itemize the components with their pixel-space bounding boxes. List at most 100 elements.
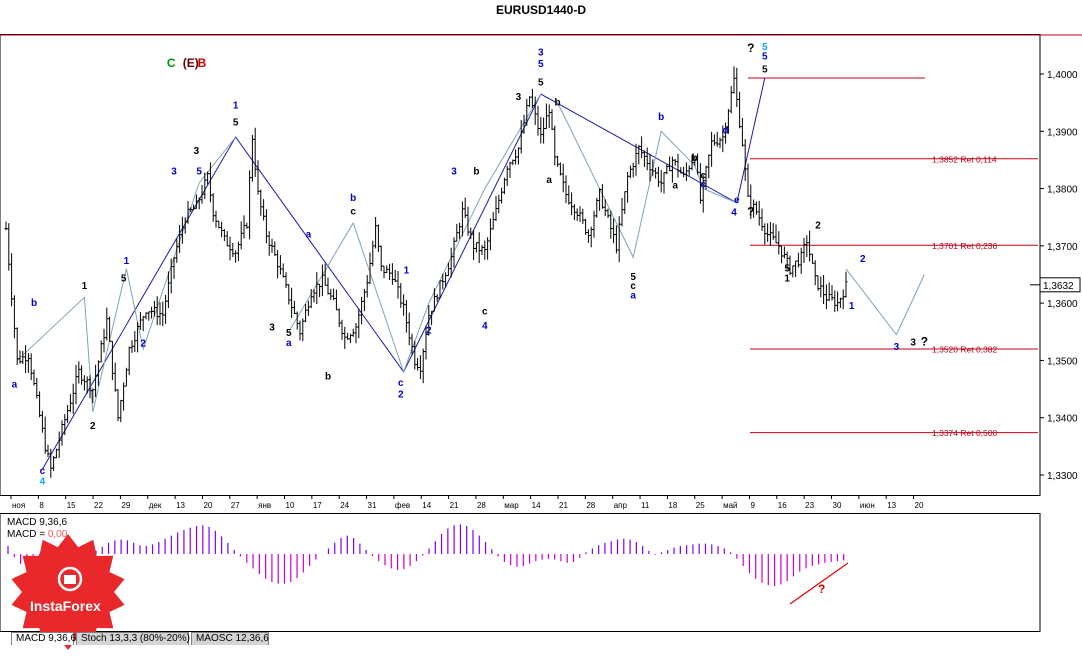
- ohlc-bar: [147, 311, 151, 321]
- ohlc-bar: [589, 226, 593, 248]
- ohlc-bar: [836, 291, 840, 312]
- ohlc-bar: [234, 250, 238, 263]
- ohlc-bar: [281, 263, 285, 278]
- time-tick-label: 17: [313, 501, 322, 510]
- logo-text: InstaForex: [30, 598, 101, 614]
- ohlc-bar: [788, 255, 792, 276]
- wave-label: (E): [183, 56, 199, 70]
- price-tick-label: 1,4000: [1047, 70, 1078, 81]
- time-tick-label: 8: [39, 501, 44, 510]
- ohlc-bar: [108, 316, 112, 342]
- ohlc-bar: [645, 147, 649, 171]
- ohlc-bar: [259, 189, 263, 216]
- ohlc-bar: [754, 201, 758, 215]
- time-tick-label: 21: [559, 501, 568, 510]
- fib-level-label: 1,3852 Ret 0,114: [932, 154, 997, 164]
- ohlc-bar: [264, 209, 268, 244]
- ohlc-bar: [435, 294, 439, 302]
- wave-label: 3: [171, 166, 177, 177]
- ohlc-bar: [250, 134, 254, 182]
- ohlc-bar: [186, 200, 190, 224]
- ohlc-bar: [679, 167, 683, 174]
- ohlc-bar: [844, 271, 848, 298]
- tab-stoch[interactable]: Stoch 13,3,3 (80%-20%): [76, 632, 190, 645]
- ohlc-bar: [194, 194, 198, 209]
- wave-label: c: [350, 206, 356, 217]
- ohlc-bar: [110, 340, 114, 381]
- ohlc-bar: [530, 88, 534, 108]
- ohlc-bar: [581, 208, 585, 224]
- time-tick-label: 18: [668, 501, 677, 510]
- time-tick-label: 15: [67, 501, 76, 510]
- ohlc-bar: [718, 137, 722, 149]
- wave-label: 5: [286, 328, 292, 339]
- wave-label: 5: [538, 77, 544, 88]
- ohlc-bar: [332, 288, 336, 301]
- ohlc-bar: [197, 197, 201, 210]
- wave-label: c: [40, 466, 46, 477]
- ohlc-bar: [334, 289, 338, 311]
- wave-label: b: [31, 298, 37, 309]
- ohlc-bar: [217, 220, 221, 229]
- time-tick-label: янв: [258, 501, 271, 510]
- wave-label: 3: [516, 92, 522, 103]
- wave-label: 5: [196, 166, 202, 177]
- ohlc-bar: [63, 414, 67, 436]
- ohlc-bar: [502, 177, 506, 195]
- ohlc-bar: [693, 156, 697, 166]
- ohlc-bar: [164, 294, 168, 324]
- ohlc-bar: [763, 223, 767, 245]
- ohlc-bar: [304, 303, 308, 323]
- ohlc-bar: [362, 288, 366, 312]
- ohlc-bar: [556, 155, 560, 167]
- ohlc-bar: [99, 340, 103, 363]
- time-tick-label: 20: [915, 501, 924, 510]
- ohlc-bar: [183, 217, 187, 234]
- price-tick-label: 1,3500: [1047, 356, 1078, 367]
- tab-macd[interactable]: MACD 9,36,6: [11, 632, 76, 645]
- ohlc-bar: [477, 232, 481, 264]
- ohlc-bar: [74, 364, 78, 405]
- ohlc-bar: [494, 196, 498, 222]
- ohlc-bar: [841, 289, 845, 310]
- logo-starburst: [11, 534, 125, 650]
- ohlc-bar: [715, 131, 719, 147]
- macd-trend-line: [789, 562, 849, 605]
- ohlc-bar: [682, 166, 686, 178]
- ohlc-bar: [449, 247, 453, 278]
- ohlc-bar: [707, 154, 711, 179]
- ohlc-bar: [85, 376, 89, 394]
- wave-label: b: [473, 166, 479, 177]
- time-tick-label: ноя: [12, 501, 25, 510]
- ohlc-bar: [752, 199, 756, 218]
- ohlc-bar: [80, 365, 84, 385]
- ohlc-bar: [474, 242, 478, 253]
- tab-maosc[interactable]: MAOSC 12,36,6: [191, 632, 269, 645]
- ohlc-bar: [782, 246, 786, 259]
- ohlc-bar: [659, 170, 663, 193]
- macd-histogram: [7, 524, 845, 586]
- ohlc-bar: [323, 263, 327, 286]
- ohlc-bar: [231, 242, 235, 258]
- wave-label: 5: [630, 272, 636, 283]
- wave-label: 5: [762, 52, 768, 63]
- ohlc-bar: [528, 96, 532, 108]
- wave-label: 1: [784, 273, 790, 284]
- ohlc-bar: [637, 144, 641, 165]
- ohlc-bar: [189, 207, 193, 213]
- logo-emblem: [57, 566, 83, 592]
- ohlc-bar: [365, 274, 369, 298]
- ohlc-bar: [348, 333, 352, 344]
- wave-label: 3: [194, 146, 200, 157]
- ohlc-bar: [592, 210, 596, 238]
- ohlc-bar: [396, 270, 400, 299]
- ohlc-bar: [105, 307, 109, 341]
- ohlc-bar: [91, 388, 95, 404]
- ohlc-bar: [253, 127, 257, 177]
- ohlc-bar: [488, 218, 492, 251]
- macd-panel-frame: [0, 513, 1041, 632]
- ohlc-bar: [586, 229, 590, 243]
- ohlc-bar: [743, 139, 747, 181]
